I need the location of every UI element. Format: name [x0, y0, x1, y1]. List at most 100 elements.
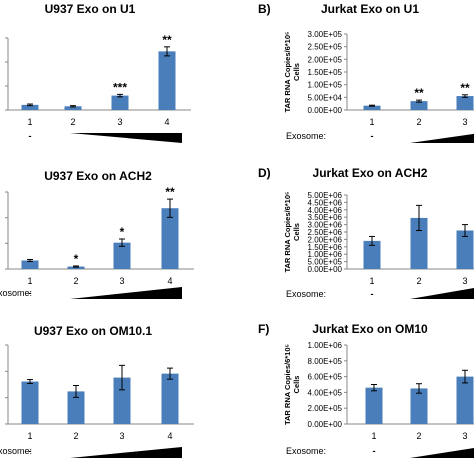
dose-wedge	[410, 133, 474, 143]
category-label: 4	[167, 431, 172, 441]
panel-letter: B)	[258, 2, 271, 16]
bar	[21, 104, 39, 110]
y-tick-label: 3.00E+06	[308, 221, 343, 230]
category-label: 3	[117, 117, 122, 127]
chart-title: U937 Exo on ACH2	[44, 169, 152, 183]
bar	[456, 376, 474, 424]
dose-wedge	[70, 133, 182, 143]
chart-panel-e: U937 Exo on OM10.1 1 2 3 4 -Exosome:	[0, 324, 194, 458]
control-marker: -	[29, 288, 32, 298]
chart-panel-d: D) Jurkat Exo on ACH2 0.00E+005.00E+051.00…	[258, 166, 474, 299]
y-tick-label: 2.50E+06	[308, 228, 343, 237]
dose-wedge	[70, 287, 182, 299]
bar	[456, 230, 474, 269]
y-tick-label: 2.00E+06	[308, 235, 343, 244]
y-tick-label: 4.00E+06	[308, 206, 343, 215]
category-label: 2	[416, 276, 421, 286]
bar	[410, 101, 428, 110]
y-tick-label: 5.00E+05	[308, 258, 343, 267]
significance-label: *	[120, 225, 125, 239]
y-tick-label: 1.50E+06	[308, 243, 343, 252]
control-marker: -	[371, 131, 374, 141]
category-label: 2	[73, 431, 78, 441]
y-tick-label: 1.00E+06	[308, 250, 343, 259]
y-tick-label: 1.00E+06	[308, 341, 343, 350]
control-marker: -	[373, 446, 376, 456]
bar	[67, 391, 85, 424]
category-label: 1	[27, 117, 32, 127]
y-axis-label: TAR RNA Copies/6*10⁵Cells	[283, 191, 301, 273]
y-tick-label: 4.00E+05	[308, 388, 343, 397]
dose-wedge	[70, 447, 182, 458]
bar	[410, 217, 428, 269]
category-label: 1	[27, 276, 32, 286]
chart-title: Jurkat Exo on U1	[321, 2, 419, 16]
exosome-row-label: Exosome:	[286, 131, 326, 141]
category-label: 4	[167, 276, 172, 286]
exosome-row-label: Exosome:	[0, 446, 32, 456]
significance-label: **	[162, 33, 172, 47]
bar	[161, 208, 179, 269]
chart-title: U937 Exo on U1	[45, 2, 136, 16]
y-tick-label: 3.00E+05	[308, 30, 343, 39]
panel-letter: D)	[258, 166, 271, 180]
y-tick-label: 3.50E+06	[308, 213, 343, 222]
exosome-row-label: Exosome:	[286, 289, 326, 299]
y-tick-label: 5.00E+04	[308, 93, 343, 102]
y-tick-label: 2.00E+05	[308, 55, 343, 64]
bar	[111, 95, 129, 110]
category-label: 1	[371, 431, 376, 441]
y-tick-label: 1.00E+05	[308, 81, 343, 90]
dose-wedge	[410, 447, 474, 458]
category-label: 1	[27, 431, 32, 441]
category-label: 1	[369, 117, 374, 127]
category-label: 4	[164, 117, 169, 127]
y-tick-label: 2.50E+05	[308, 43, 343, 52]
exosome-row-label: Exosome:	[286, 446, 326, 456]
y-tick-label: 5.00E+06	[308, 191, 343, 200]
panel-letter: F)	[258, 322, 269, 336]
chart-panel-c: U937 Exo on ACH2 1 * 2 * 3 ** 4 -Exosome:	[0, 169, 194, 299]
bar	[158, 51, 176, 110]
category-label: 2	[416, 431, 421, 441]
y-tick-label: 0.00E+00	[308, 420, 343, 429]
category-label: 1	[369, 276, 374, 286]
exosome-row-label: Exosome:	[0, 288, 32, 298]
control-marker: -	[29, 446, 32, 456]
bar	[21, 381, 39, 424]
y-axis-label: TAR RNA Copies/6*10⁵Cells	[283, 31, 301, 113]
bar	[363, 240, 381, 269]
control-marker: -	[371, 289, 374, 299]
dose-wedge	[410, 288, 474, 299]
category-label: 2	[70, 117, 75, 127]
chart-title: U937 Exo on OM10.1	[34, 324, 152, 338]
significance-label: *	[74, 252, 79, 266]
bar	[410, 388, 428, 424]
category-label: 2	[416, 117, 421, 127]
category-label: 3	[119, 276, 124, 286]
y-tick-label: 0.00E+00	[308, 265, 343, 274]
y-tick-label: 8.00E+05	[308, 357, 343, 366]
category-label: 3	[462, 276, 467, 286]
bar	[67, 266, 85, 269]
y-tick-label: 1.50E+05	[308, 68, 343, 77]
y-tick-label: 2.00E+05	[308, 404, 343, 413]
significance-label: ***	[113, 80, 127, 94]
category-label: 3	[119, 431, 124, 441]
y-tick-label: 6.00E+05	[308, 373, 343, 382]
chart-panel-a: U937 Exo on U1 1 2 *** 3 ** 4 -	[5, 2, 191, 143]
chart-title: Jurkat Exo on ACH2	[313, 166, 428, 180]
chart-title: Jurkat Exo on OM10	[312, 322, 428, 336]
y-tick-label: 4.50E+06	[308, 198, 343, 207]
chart-panel-f: F) Jurkat Exo on OM10 0.00E+00 2.00E+05 4.00…	[258, 322, 474, 458]
bar	[161, 373, 179, 424]
significance-label: **	[414, 86, 424, 100]
category-label: 2	[73, 276, 78, 286]
bar	[365, 387, 383, 424]
bar	[113, 377, 131, 424]
bar	[64, 106, 82, 110]
bar	[113, 242, 131, 269]
category-label: 3	[462, 117, 467, 127]
bar	[456, 96, 474, 110]
